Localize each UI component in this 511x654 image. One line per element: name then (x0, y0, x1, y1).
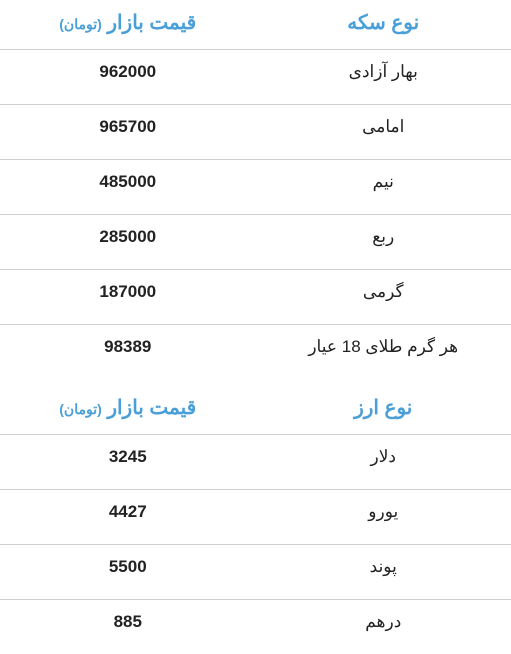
table-row: نیم 485000 (0, 160, 511, 215)
coin-price-cell: 187000 (0, 270, 256, 325)
coin-header-price-sub: (تومان) (59, 16, 102, 32)
table-row: دلار 3245 (0, 435, 511, 490)
currency-price-cell: 3245 (0, 435, 256, 490)
currency-header-price-sub: (تومان) (59, 401, 102, 417)
coin-name-cell: بهار آزادی (256, 50, 511, 105)
coin-price-cell: 965700 (0, 105, 256, 160)
currency-header-name-label: نوع ارز (354, 397, 412, 419)
coin-name-cell: ربع (256, 215, 511, 270)
coin-price-cell: 485000 (0, 160, 256, 215)
currency-header-name: نوع ارز (256, 385, 511, 435)
table-row: هر گرم طلای 18 عیار 98389 (0, 325, 511, 380)
currency-table-header-row: نوع ارز قیمت بازار (تومان) (0, 385, 511, 435)
currency-name-cell: دلار (256, 435, 511, 490)
table-row: پوند 5500 (0, 545, 511, 600)
table-row: گرمی 187000 (0, 270, 511, 325)
coin-name-cell: امامی (256, 105, 511, 160)
currency-name-cell: درهم (256, 600, 511, 654)
currency-table-body: دلار 3245 یورو 4427 پوند 5500 درهم 885 (0, 435, 511, 654)
table-row: بهار آزادی 962000 (0, 50, 511, 105)
coin-name-cell: نیم (256, 160, 511, 215)
currency-price-cell: 885 (0, 600, 256, 654)
coin-price-table: نوع سکه قیمت بازار (تومان) بهار آزادی 96… (0, 0, 511, 379)
coin-table-body: بهار آزادی 962000 امامی 965700 نیم 48500… (0, 50, 511, 380)
currency-header-price-main: قیمت بازار (107, 397, 196, 419)
currency-price-cell: 4427 (0, 490, 256, 545)
currency-price-table: نوع ارز قیمت بازار (تومان) دلار 3245 یور… (0, 385, 511, 654)
coin-header-price: قیمت بازار (تومان) (0, 0, 256, 50)
table-row: یورو 4427 (0, 490, 511, 545)
coin-price-cell: 962000 (0, 50, 256, 105)
coin-name-cell: گرمی (256, 270, 511, 325)
coin-header-price-main: قیمت بازار (107, 12, 196, 34)
currency-price-cell: 5500 (0, 545, 256, 600)
table-row: ربع 285000 (0, 215, 511, 270)
currency-name-cell: یورو (256, 490, 511, 545)
currency-name-cell: پوند (256, 545, 511, 600)
coin-name-cell: هر گرم طلای 18 عیار (256, 325, 511, 380)
coin-header-name: نوع سکه (256, 0, 511, 50)
coin-header-name-label: نوع سکه (347, 12, 419, 34)
currency-header-price: قیمت بازار (تومان) (0, 385, 256, 435)
table-row: درهم 885 (0, 600, 511, 654)
page-container: نوع سکه قیمت بازار (تومان) بهار آزادی 96… (0, 0, 511, 654)
coin-table-header-row: نوع سکه قیمت بازار (تومان) (0, 0, 511, 50)
table-row: امامی 965700 (0, 105, 511, 160)
coin-price-cell: 285000 (0, 215, 256, 270)
coin-price-cell: 98389 (0, 325, 256, 380)
